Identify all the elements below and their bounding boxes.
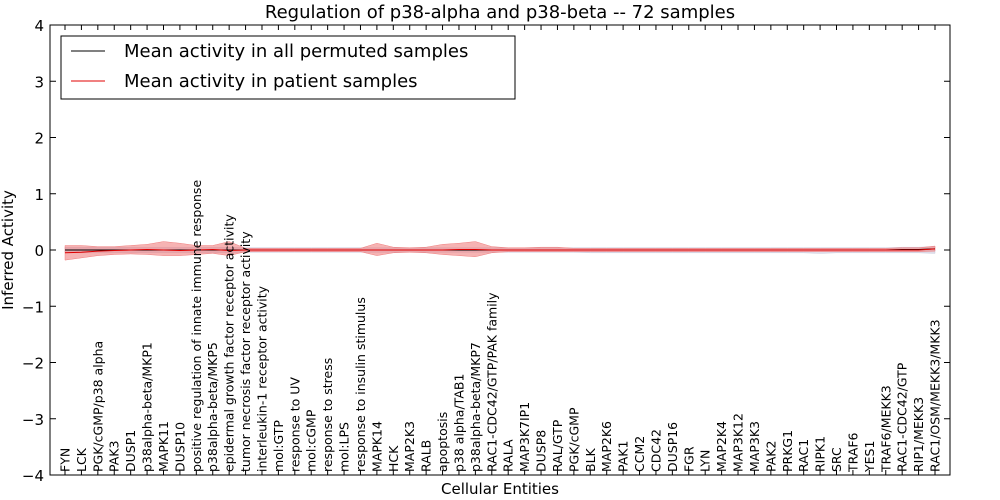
y-axis-ticks: 4 3 2 1 0 −1 −2 −3 −4 — [22, 17, 950, 485]
x-tick-label: p38alpha-beta/MKP5 — [205, 342, 220, 472]
x-tick-label: TRAF6 — [845, 432, 860, 473]
x-tick-label: MAP3K12 — [731, 413, 746, 472]
x-tick-label: PGK/cGMP — [566, 407, 581, 472]
x-tick-label: MAP3K7IP1 — [517, 402, 532, 472]
y-tick-label: −1 — [22, 298, 44, 316]
x-tick-label: TRAF6/MEKK3 — [878, 385, 893, 473]
x-tick-label: mol:cGMP — [304, 409, 319, 472]
plot-frame — [49, 24, 951, 476]
x-tick-label: apoptosis — [435, 412, 450, 472]
x-tick-label: DUSP10 — [172, 422, 187, 472]
x-tick-label: BLK — [583, 447, 598, 472]
x-tick-label: RAC1-CDC42/GTP — [895, 362, 910, 472]
x-tick-label: positive regulation of innate immune res… — [189, 180, 204, 472]
x-tick-label: YES1 — [862, 441, 877, 473]
y-axis-label: Inferred Activity — [0, 190, 17, 310]
x-tick-label: DUSP1 — [123, 430, 138, 472]
x-tick-label: DUSP8 — [534, 430, 549, 472]
y-tick-label: −3 — [22, 411, 44, 429]
y-tick-label: −4 — [22, 467, 44, 485]
legend-box — [60, 35, 516, 100]
x-tick-label: RAC1/OSM/MEKK3/MKK3 — [928, 319, 943, 472]
x-tick-label: p38alpha-beta/MKP7 — [468, 342, 483, 472]
x-tick-label: HCK — [386, 445, 401, 472]
x-tick-label: p38alpha-beta/MKP1 — [140, 342, 155, 472]
x-tick-label: SRC — [829, 447, 844, 472]
y-tick-label: 4 — [34, 17, 44, 35]
x-tick-label: PAK3 — [107, 441, 122, 472]
x-tick-label: FGR — [681, 446, 696, 472]
x-tick-label: MAP2K3 — [402, 421, 417, 472]
x-tick-label: DUSP16 — [665, 422, 680, 472]
x-tick-label: RAC1-CDC42/GTP/PAK family — [484, 292, 499, 472]
y-tick-label: 2 — [34, 130, 44, 148]
x-tick-label: p38 alpha/TAB1 — [451, 374, 466, 472]
y-tick-label: 1 — [34, 186, 44, 204]
x-tick-label: MAPK11 — [156, 421, 171, 472]
x-tick-label: FYN — [58, 448, 73, 472]
legend: Mean activity in all permuted samples Mea… — [60, 35, 516, 100]
x-tick-label: MAPK14 — [369, 421, 384, 472]
x-tick-label: RALA — [501, 439, 516, 472]
x-tick-label: epidermal growth factor receptor activit… — [222, 214, 237, 472]
x-tick-label: LCK — [74, 447, 89, 472]
x-tick-label: response to insulin stimulus — [353, 297, 368, 472]
x-tick-label: MAP2K4 — [714, 421, 729, 472]
x-tick-label: MAP2K6 — [599, 421, 614, 472]
y-tick-label: 3 — [34, 73, 44, 91]
x-axis-label: Cellular Entities — [441, 480, 559, 498]
series-line — [64, 248, 936, 254]
x-tick-label: RAL/GTP — [550, 419, 565, 472]
x-tick-label: RAC1 — [796, 439, 811, 472]
x-tick-label: LYN — [698, 450, 713, 472]
chart-title: Regulation of p38-alpha and p38-beta -- … — [265, 2, 735, 23]
x-tick-label: RIPK1 — [813, 436, 828, 472]
x-tick-label: PRKG1 — [780, 430, 795, 472]
x-tick-label: interleukin-1 receptor activity — [254, 285, 269, 472]
x-tick-label: PGK/cGMP/p38 alpha — [90, 341, 105, 472]
x-tick-label: response to stress — [320, 358, 335, 472]
x-tick-label: PAK1 — [616, 441, 631, 472]
x-tick-label: response to UV — [287, 377, 302, 472]
x-tick-label: PAK2 — [763, 441, 778, 472]
x-tick-label: MAP3K3 — [747, 421, 762, 472]
x-tick-label: mol:LPS — [337, 422, 352, 472]
y-tick-label: −2 — [22, 355, 44, 373]
x-tick-label: RIP1/MEKK3 — [911, 397, 926, 472]
series-lines — [64, 248, 936, 254]
x-tick-label: tumor necrosis factor receptor activity — [238, 231, 253, 472]
confidence-band — [64, 241, 936, 261]
legend-label: Mean activity in all permuted samples — [124, 41, 468, 62]
x-axis-ticks: FYN LCK PGK/cGMP/p38 alpha PAK3 DUSP1 p38alph… — [58, 25, 943, 475]
x-tick-label: CCM2 — [632, 436, 647, 472]
x-tick-label: mol:GTP — [271, 420, 286, 472]
legend-label: Mean activity in patient samples — [124, 71, 418, 92]
x-tick-label: RALB — [419, 440, 434, 472]
x-tick-label: CDC42 — [648, 429, 663, 472]
y-tick-label: 0 — [34, 242, 44, 260]
